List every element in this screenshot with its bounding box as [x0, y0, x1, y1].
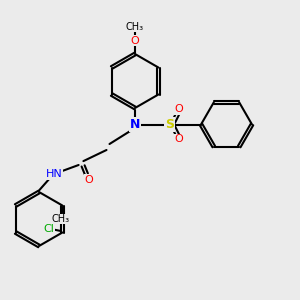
Text: S: S — [165, 118, 174, 131]
Text: Cl: Cl — [44, 224, 54, 235]
Text: N: N — [130, 118, 140, 131]
Text: HN: HN — [46, 169, 62, 179]
Text: CH₃: CH₃ — [52, 214, 70, 224]
Text: CH₃: CH₃ — [126, 22, 144, 32]
Text: O: O — [130, 35, 140, 46]
Text: O: O — [174, 104, 183, 115]
Text: O: O — [84, 175, 93, 185]
Text: O: O — [174, 134, 183, 145]
